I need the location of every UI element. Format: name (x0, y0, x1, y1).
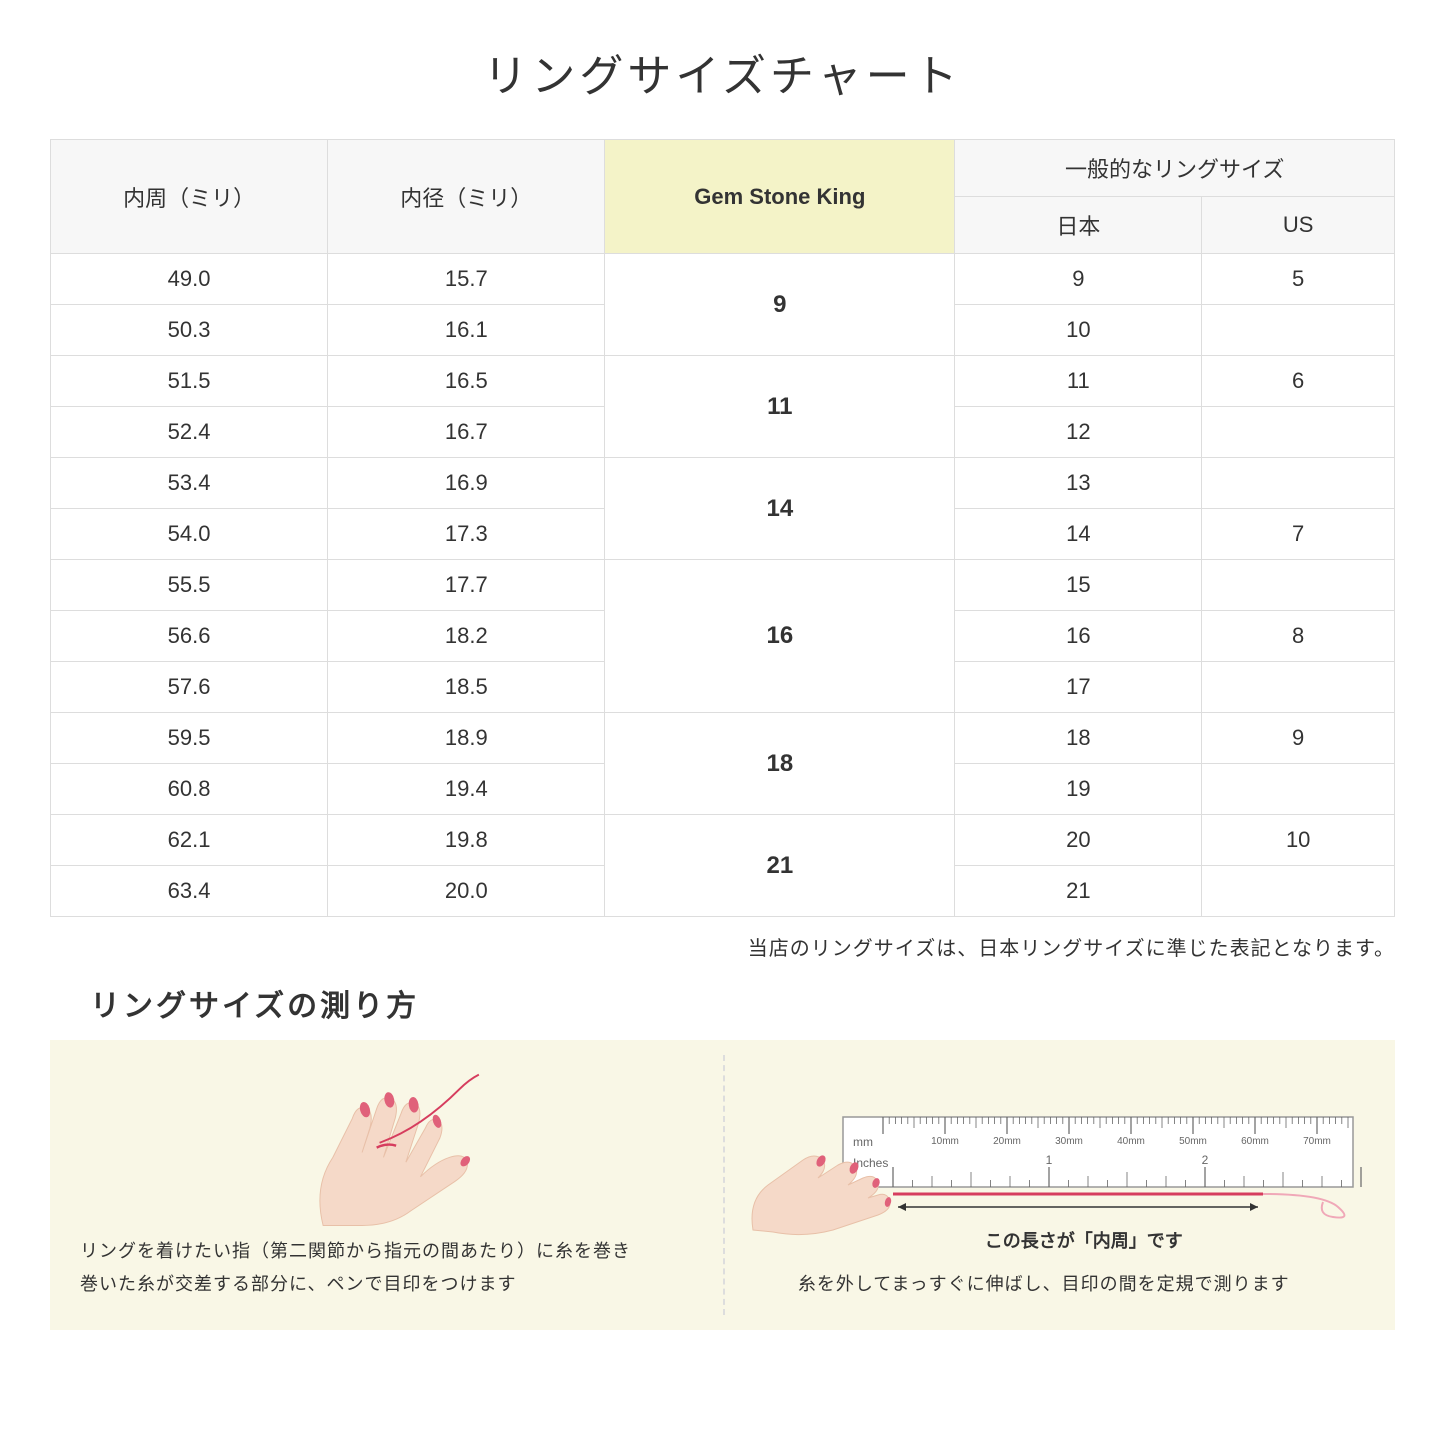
cell-diam: 20.0 (328, 866, 605, 917)
table-row: 62.119.8212010 (51, 815, 1395, 866)
cell-us: 9 (1202, 713, 1395, 764)
cell-circ: 54.0 (51, 509, 328, 560)
cell-diam: 19.8 (328, 815, 605, 866)
cell-circ: 60.8 (51, 764, 328, 815)
hand-hold-illustration (743, 1120, 923, 1240)
svg-text:2: 2 (1201, 1153, 1208, 1167)
cell-us (1202, 407, 1395, 458)
cell-diam: 16.7 (328, 407, 605, 458)
instruction-panel: リングを着けたい指（第二関節から指元の間あたり）に糸を巻き巻いた糸が交差する部分… (50, 1040, 1395, 1330)
cell-jp: 15 (955, 560, 1202, 611)
measure-subtitle: リングサイズの測り方 (90, 981, 1395, 1025)
cell-us (1202, 458, 1395, 509)
cell-diam: 18.5 (328, 662, 605, 713)
cell-us: 10 (1202, 815, 1395, 866)
size-chart-table: 内周（ミリ） 内径（ミリ） Gem Stone King 一般的なリングサイズ … (50, 139, 1395, 917)
svg-text:60mm: 60mm (1241, 1136, 1269, 1147)
cell-gsk: 9 (605, 254, 955, 356)
header-diameter: 内径（ミリ） (328, 140, 605, 254)
cell-circ: 55.5 (51, 560, 328, 611)
table-row: 55.517.71615 (51, 560, 1395, 611)
header-circumference: 内周（ミリ） (51, 140, 328, 254)
svg-text:20mm: 20mm (993, 1136, 1021, 1147)
cell-jp: 9 (955, 254, 1202, 305)
cell-us: 6 (1202, 356, 1395, 407)
cell-us (1202, 560, 1395, 611)
cell-us: 8 (1202, 611, 1395, 662)
svg-text:40mm: 40mm (1117, 1136, 1145, 1147)
cell-circ: 50.3 (51, 305, 328, 356)
cell-jp: 20 (955, 815, 1202, 866)
cell-diam: 16.5 (328, 356, 605, 407)
cell-jp: 11 (955, 356, 1202, 407)
cell-diam: 18.9 (328, 713, 605, 764)
cell-jp: 21 (955, 866, 1202, 917)
cell-diam: 18.2 (328, 611, 605, 662)
table-row: 53.416.91413 (51, 458, 1395, 509)
cell-gsk: 16 (605, 560, 955, 713)
cell-circ: 63.4 (51, 866, 328, 917)
header-general: 一般的なリングサイズ (955, 140, 1395, 197)
cell-circ: 51.5 (51, 356, 328, 407)
cell-jp: 12 (955, 407, 1202, 458)
cell-diam: 17.3 (328, 509, 605, 560)
cell-circ: 53.4 (51, 458, 328, 509)
cell-gsk: 18 (605, 713, 955, 815)
instruction-text-1: リングを着けたい指（第二関節から指元の間あたり）に糸を巻き巻いた糸が交差する部分… (80, 1235, 723, 1300)
svg-text:50mm: 50mm (1179, 1136, 1207, 1147)
size-note: 当店のリングサイズは、日本リングサイズに準じた表記となります。 (50, 932, 1395, 961)
svg-text:10mm: 10mm (931, 1136, 959, 1147)
cell-jp: 13 (955, 458, 1202, 509)
hand-wrap-illustration (261, 1060, 541, 1235)
cell-diam: 17.7 (328, 560, 605, 611)
cell-gsk: 21 (605, 815, 955, 917)
cell-jp: 10 (955, 305, 1202, 356)
cell-circ: 56.6 (51, 611, 328, 662)
cell-us (1202, 866, 1395, 917)
cell-gsk: 11 (605, 356, 955, 458)
svg-text:70mm: 70mm (1303, 1136, 1331, 1147)
page-title: リングサイズチャート (50, 40, 1395, 104)
instruction-left: リングを着けたい指（第二関節から指元の間あたり）に糸を巻き巻いた糸が交差する部分… (80, 1060, 723, 1300)
svg-text:1: 1 (1045, 1153, 1052, 1167)
cell-jp: 17 (955, 662, 1202, 713)
svg-text:30mm: 30mm (1055, 1136, 1083, 1147)
cell-jp: 18 (955, 713, 1202, 764)
cell-us (1202, 662, 1395, 713)
cell-diam: 16.9 (328, 458, 605, 509)
header-us: US (1202, 197, 1395, 254)
header-gsk: Gem Stone King (605, 140, 955, 254)
cell-us (1202, 305, 1395, 356)
cell-diam: 19.4 (328, 764, 605, 815)
cell-diam: 15.7 (328, 254, 605, 305)
cell-us: 5 (1202, 254, 1395, 305)
table-row: 51.516.511116 (51, 356, 1395, 407)
table-row: 59.518.918189 (51, 713, 1395, 764)
cell-us (1202, 764, 1395, 815)
cell-jp: 14 (955, 509, 1202, 560)
cell-jp: 19 (955, 764, 1202, 815)
cell-circ: 62.1 (51, 815, 328, 866)
header-japan: 日本 (955, 197, 1202, 254)
cell-us: 7 (1202, 509, 1395, 560)
cell-jp: 16 (955, 611, 1202, 662)
cell-gsk: 14 (605, 458, 955, 560)
table-row: 49.015.7995 (51, 254, 1395, 305)
instruction-text-2: 糸を外してまっすぐに伸ばし、目印の間を定規で測ります (723, 1268, 1366, 1300)
cell-diam: 16.1 (328, 305, 605, 356)
cell-circ: 52.4 (51, 407, 328, 458)
cell-circ: 57.6 (51, 662, 328, 713)
cell-circ: 59.5 (51, 713, 328, 764)
instruction-right: mm Inches 10mm20mm30mm40mm50mm60mm70mm12… (723, 1060, 1366, 1300)
cell-circ: 49.0 (51, 254, 328, 305)
